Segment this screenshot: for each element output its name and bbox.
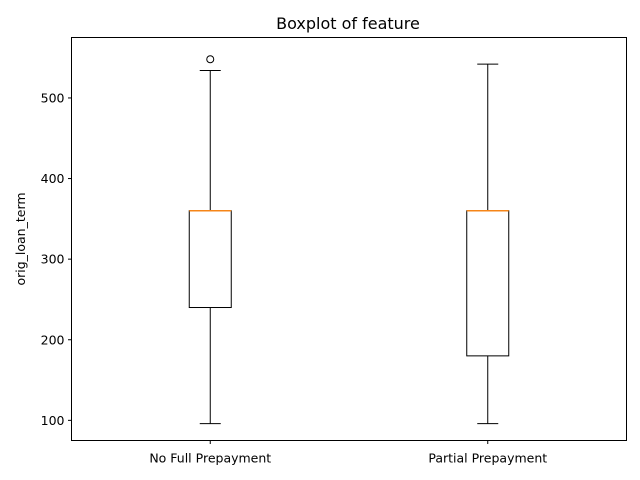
chart-title: Boxplot of feature bbox=[276, 14, 420, 33]
outlier-point bbox=[206, 55, 215, 64]
y-tick-label: 400 bbox=[41, 171, 65, 186]
y-tick-label: 100 bbox=[41, 413, 65, 428]
x-axis: No Full Prepayment Partial Prepayment bbox=[149, 440, 547, 466]
plot-area-frame bbox=[71, 37, 627, 441]
iqr-box bbox=[466, 210, 510, 357]
box-marks bbox=[188, 55, 510, 425]
y-axis-label: orig_loan_term bbox=[13, 192, 28, 285]
iqr-box bbox=[188, 210, 232, 309]
y-axis: 100 200 300 400 500 bbox=[41, 90, 72, 428]
box-group bbox=[466, 63, 510, 425]
y-tick-label: 500 bbox=[41, 90, 65, 105]
x-tick-label: No Full Prepayment bbox=[149, 451, 271, 466]
box-group bbox=[188, 55, 232, 425]
x-tick-label: Partial Prepayment bbox=[428, 451, 547, 466]
y-tick-label: 200 bbox=[41, 332, 65, 347]
y-tick-label: 300 bbox=[41, 252, 65, 267]
